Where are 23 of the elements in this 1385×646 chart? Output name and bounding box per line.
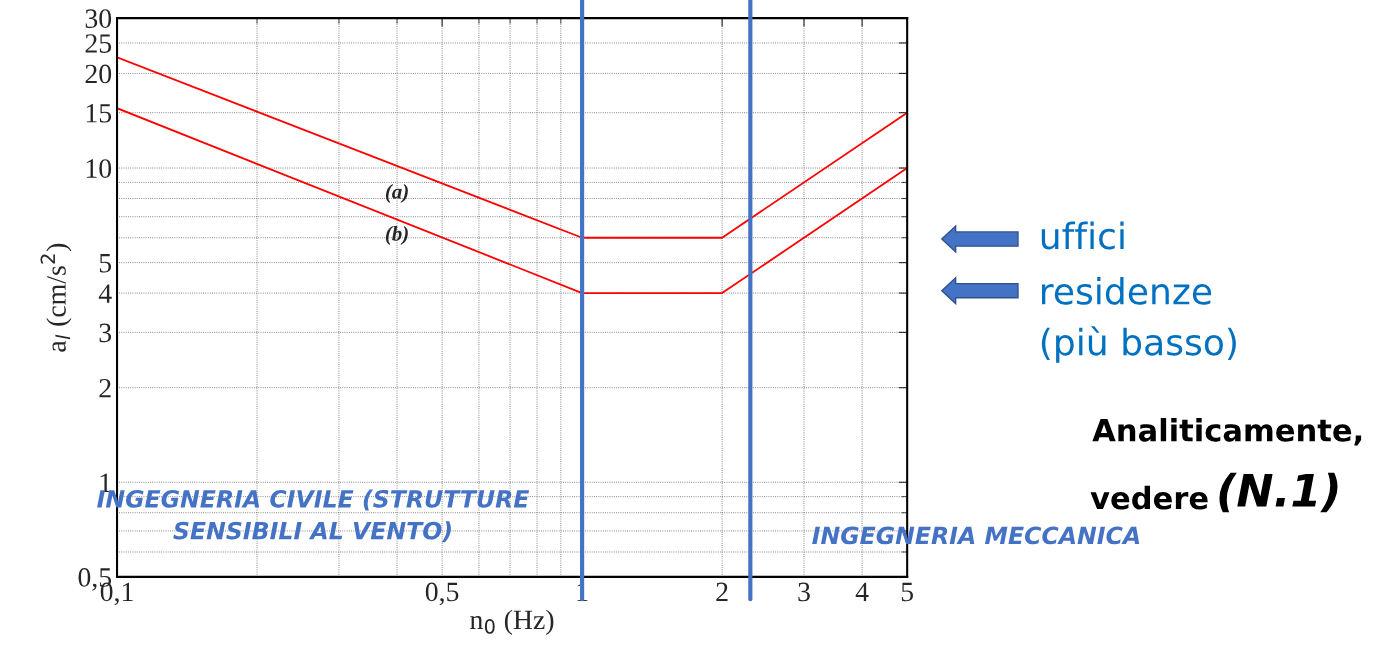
y-tick-label: 25 bbox=[85, 34, 112, 53]
series-label: (b) bbox=[385, 226, 408, 245]
y-axis-title: a$_{l}$ (cm/s$^{2}$) bbox=[40, 243, 72, 352]
series-label: (a) bbox=[385, 184, 408, 203]
text: uffici bbox=[1041, 221, 1124, 250]
y-tick-label: 3 bbox=[99, 323, 112, 343]
x-axis-title: n$_{0}$ (Hz) bbox=[470, 609, 554, 635]
y-tick-label: 20 bbox=[85, 64, 112, 84]
x-tick-label: 5 bbox=[901, 582, 914, 602]
x-tick-label: 2 bbox=[716, 582, 728, 602]
y-tick-label: 30 bbox=[85, 9, 112, 28]
text: residenze (più basso) bbox=[1041, 276, 1236, 363]
x-tick-label: 3 bbox=[798, 582, 810, 602]
text: Analiticamente, bbox=[1092, 418, 1362, 446]
text: (N.1) bbox=[1219, 472, 1338, 513]
y-tick-label: 15 bbox=[86, 103, 112, 123]
y-tick-label: 2 bbox=[99, 378, 111, 398]
x-tick-label: 0,5 bbox=[425, 582, 459, 606]
y-tick-label: 4 bbox=[98, 284, 112, 303]
y-tick-label: 5 bbox=[99, 254, 112, 273]
y-tick-label: 10 bbox=[86, 159, 112, 178]
x-tick-label: 4 bbox=[855, 582, 869, 602]
text: vedere bbox=[1090, 485, 1208, 510]
